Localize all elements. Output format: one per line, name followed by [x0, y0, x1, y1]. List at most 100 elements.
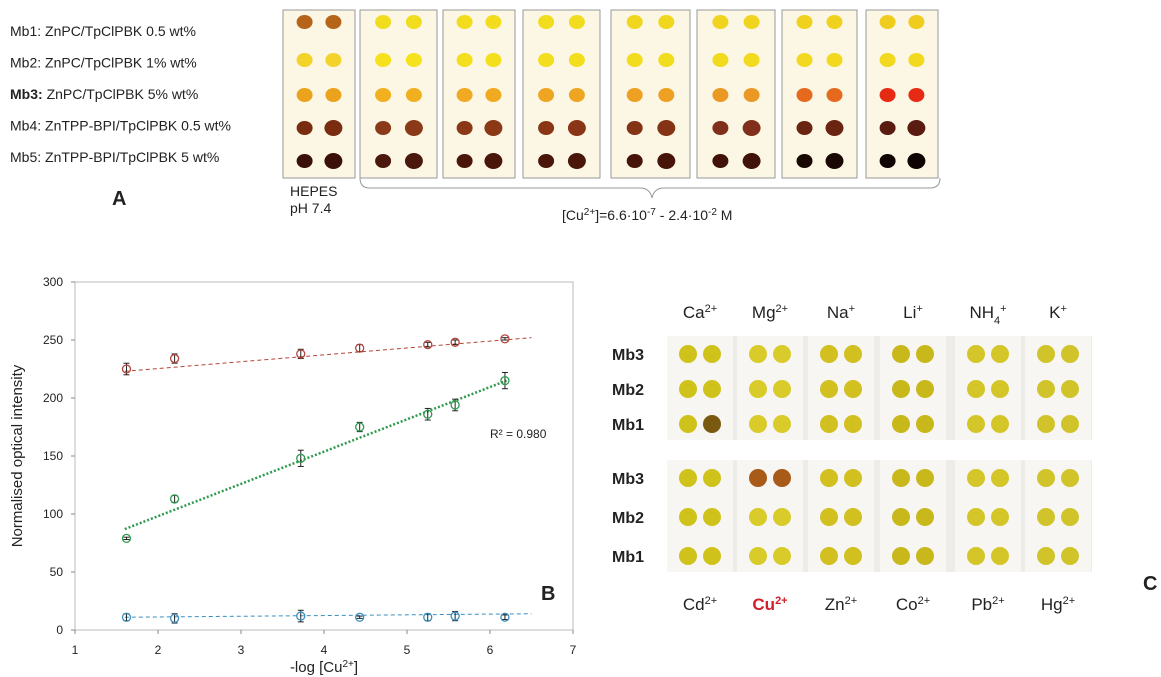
- x-axis-label: -log [Cu2+]: [290, 659, 358, 677]
- spot: [773, 547, 791, 565]
- range-part: M: [717, 207, 733, 223]
- panel-label: A: [112, 188, 126, 210]
- spot: [991, 469, 1009, 487]
- ion-charge: 2+: [775, 595, 788, 607]
- strip: [283, 10, 355, 178]
- spot: [880, 121, 896, 135]
- spot: [820, 380, 838, 398]
- spot: [797, 154, 813, 168]
- spot: [797, 88, 813, 102]
- spot: [457, 53, 473, 67]
- ion-base: Zn: [825, 595, 845, 614]
- spot: [1061, 415, 1079, 433]
- spot: [880, 88, 896, 102]
- spot: [325, 88, 341, 102]
- ion-charge: +: [916, 303, 922, 315]
- spot: [679, 547, 697, 565]
- ion-label: Na+: [827, 303, 855, 322]
- strip: [737, 460, 803, 572]
- spot: [657, 153, 675, 169]
- legend-text: ZnTPP-BPI/TpClPBK 5 wt%: [45, 149, 219, 165]
- ion-base: NH: [969, 303, 994, 322]
- x-tick-label: 5: [404, 643, 411, 657]
- ion-label: Li+: [903, 303, 923, 322]
- spot: [826, 153, 844, 169]
- figure: Mb1: ZnPC/TpClPBK 0.5 wt%Mb2: ZnPC/TpClP…: [0, 0, 1161, 677]
- ion-base: Ca: [683, 303, 705, 322]
- legend-id: Mb1:: [10, 23, 41, 39]
- spot: [991, 380, 1009, 398]
- spot: [703, 345, 721, 363]
- spot: [324, 153, 342, 169]
- spot: [658, 53, 674, 67]
- spot: [991, 508, 1009, 526]
- spot: [827, 88, 843, 102]
- spot: [773, 508, 791, 526]
- spot: [844, 345, 862, 363]
- ion-base: Cu: [752, 595, 775, 614]
- spot: [749, 345, 767, 363]
- ion-charge: +: [849, 303, 855, 315]
- spot: [325, 53, 341, 67]
- spot: [916, 469, 934, 487]
- spot: [297, 53, 313, 67]
- strip: [523, 10, 600, 178]
- spot: [712, 121, 728, 135]
- spot: [908, 88, 924, 102]
- legend-line: Mb5: ZnTPP-BPI/TpClPBK 5 wt%: [10, 149, 219, 165]
- x-tick-label: 2: [155, 643, 162, 657]
- error-bar: [357, 616, 363, 618]
- strip: [866, 10, 938, 178]
- error-bar: [357, 345, 363, 352]
- spot: [679, 415, 697, 433]
- spot: [1037, 508, 1055, 526]
- ion-label: Zn2+: [825, 595, 857, 614]
- spot: [991, 547, 1009, 565]
- ion-label: Co2+: [896, 595, 930, 614]
- spot: [916, 345, 934, 363]
- spot: [773, 415, 791, 433]
- spot: [627, 154, 643, 168]
- spot: [991, 345, 1009, 363]
- spot: [297, 154, 313, 168]
- x-label-part: -log [Cu: [290, 659, 343, 676]
- spot: [538, 15, 554, 29]
- panel-label: C: [1143, 573, 1157, 595]
- error-bar: [298, 450, 304, 466]
- spot: [712, 53, 728, 67]
- strip: [955, 336, 1021, 440]
- plot-frame: [75, 282, 573, 630]
- ion-charge: 2+: [705, 303, 718, 315]
- spot: [844, 547, 862, 565]
- spot: [703, 380, 721, 398]
- ion-charge: 2+: [918, 595, 931, 607]
- ion-label: Mg2+: [752, 303, 788, 322]
- y-axis-label: Normalised optical intensity: [9, 364, 26, 547]
- control-label: pH 7.4: [290, 200, 331, 216]
- legend-line: Mb3: ZnPC/TpClPBK 5% wt%: [10, 86, 198, 102]
- spot: [1037, 415, 1055, 433]
- spot: [406, 53, 422, 67]
- spot: [457, 154, 473, 168]
- spot: [749, 547, 767, 565]
- spot: [325, 15, 341, 29]
- spot: [297, 15, 313, 29]
- ion-charge: +: [1060, 303, 1066, 315]
- ion-charge: 2+: [1063, 595, 1076, 607]
- legend-text: ZnPC/TpClPBK 5% wt%: [47, 86, 199, 102]
- spot: [324, 120, 342, 136]
- spot: [967, 508, 985, 526]
- spot: [743, 120, 761, 136]
- trend-line: [125, 614, 532, 617]
- spot: [485, 15, 501, 29]
- spot: [1061, 547, 1079, 565]
- spot: [627, 53, 643, 67]
- spot: [484, 120, 502, 136]
- spot: [773, 469, 791, 487]
- strip: [808, 336, 874, 440]
- ion-base: K: [1049, 303, 1061, 322]
- ion-charge: +: [1000, 303, 1006, 315]
- spot: [1037, 380, 1055, 398]
- page: {"panel_a":{"label":"A", "legend":[{"id"…: [0, 0, 1161, 677]
- spot: [749, 508, 767, 526]
